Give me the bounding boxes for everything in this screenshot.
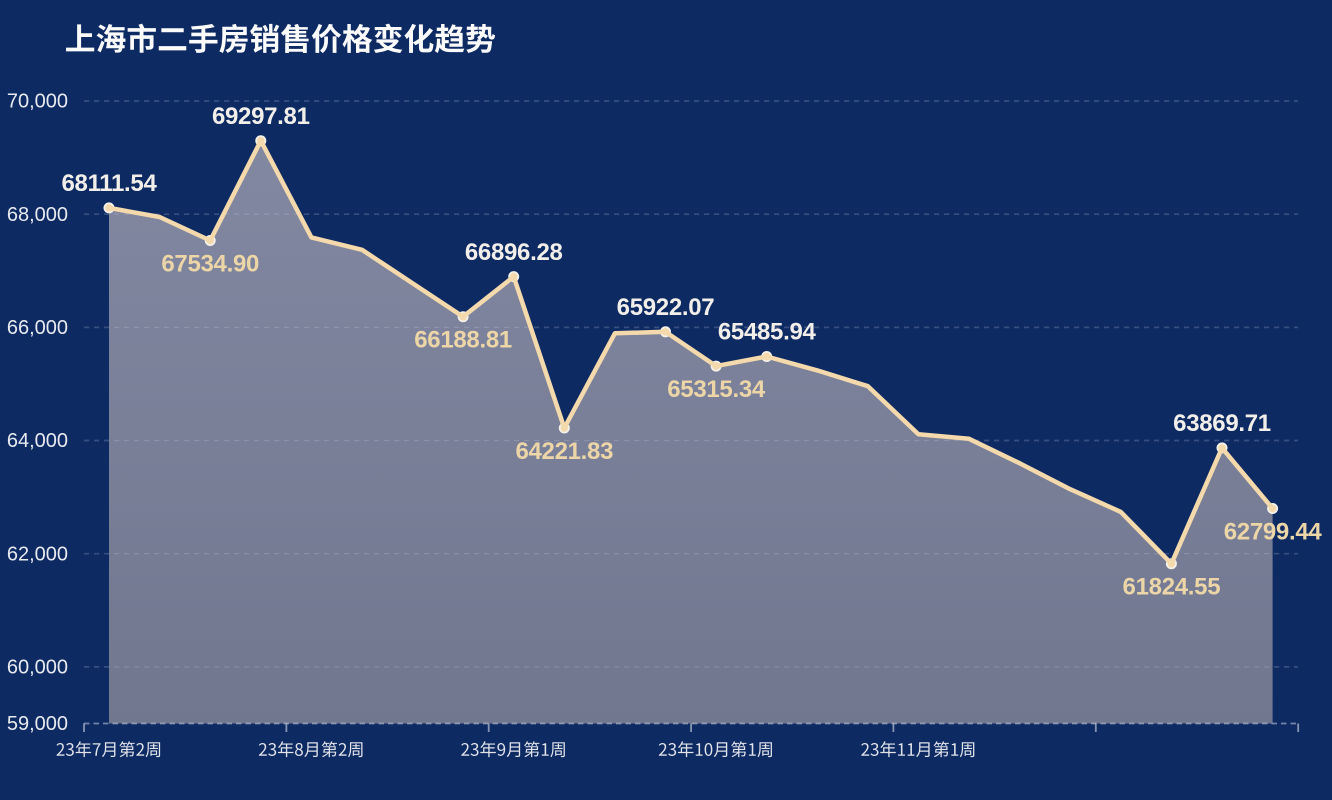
- svg-text:61824.55: 61824.55: [1123, 574, 1221, 601]
- svg-text:63869.71: 63869.71: [1173, 410, 1271, 437]
- svg-text:66,000: 66,000: [7, 317, 68, 339]
- svg-text:66896.28: 66896.28: [465, 239, 563, 266]
- svg-text:64,000: 64,000: [7, 430, 68, 452]
- svg-text:65922.07: 65922.07: [617, 294, 715, 321]
- svg-text:68111.54: 68111.54: [61, 170, 157, 197]
- svg-text:67534.90: 67534.90: [161, 250, 259, 277]
- svg-text:59,000: 59,000: [7, 713, 68, 735]
- svg-text:66188.81: 66188.81: [414, 327, 512, 354]
- svg-text:64221.83: 64221.83: [515, 438, 613, 465]
- svg-text:65485.94: 65485.94: [718, 319, 817, 346]
- svg-text:68,000: 68,000: [7, 204, 68, 226]
- svg-text:70,000: 70,000: [7, 91, 68, 113]
- svg-text:65315.34: 65315.34: [667, 376, 766, 403]
- svg-text:60,000: 60,000: [7, 657, 68, 679]
- svg-text:69297.81: 69297.81: [212, 103, 310, 130]
- svg-text:62799.44: 62799.44: [1224, 518, 1323, 545]
- svg-text:62,000: 62,000: [7, 543, 68, 565]
